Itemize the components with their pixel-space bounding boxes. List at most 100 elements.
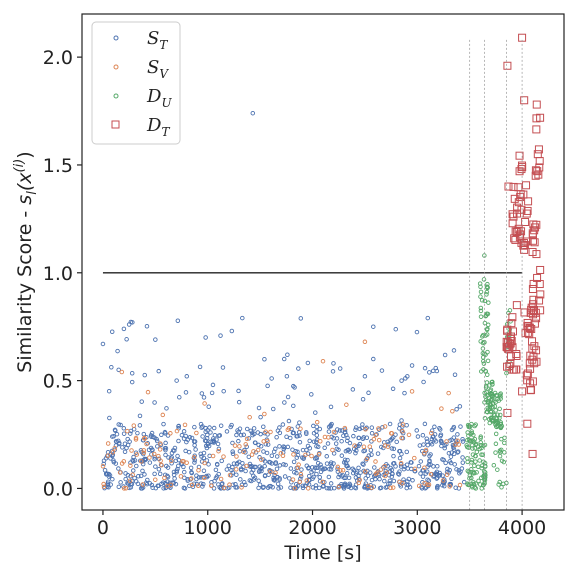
series-s-v-point — [298, 426, 303, 431]
series-d-t-point — [523, 376, 532, 385]
series-s-t-point — [220, 365, 226, 370]
series-d-u-point — [489, 394, 495, 399]
series-s-v-point — [121, 486, 127, 491]
x-tick-label: 4000 — [498, 517, 546, 539]
series-s-t-point — [416, 463, 422, 469]
series-s-t-point — [121, 431, 127, 436]
series-s-v-point — [241, 449, 246, 455]
series-s-v-point — [244, 463, 249, 469]
series-s-t-point — [121, 326, 127, 332]
series-d-t-point — [531, 308, 540, 317]
series-s-t-point — [274, 466, 280, 472]
series-s-t-point — [314, 471, 319, 477]
series-s-t-point — [295, 483, 301, 488]
series-s-t-point — [328, 467, 334, 472]
series-d-u-point — [484, 372, 490, 378]
series-d-u-point — [491, 418, 496, 423]
series-s-t-point — [365, 473, 371, 479]
series-s-t-point — [434, 368, 440, 374]
series-d-u-point — [478, 305, 484, 311]
series-s-t-point — [451, 451, 457, 457]
series-d-t-point — [526, 386, 535, 395]
series-d-u-point — [499, 423, 505, 429]
series-s-t-point — [408, 460, 414, 465]
series-s-t-point — [139, 483, 145, 488]
series-s-t-point — [452, 372, 458, 378]
series-s-t-point — [307, 438, 312, 444]
series-s-v-point — [378, 467, 384, 472]
series-s-t-point — [152, 400, 157, 405]
series-s-t-point — [369, 477, 375, 483]
series-s-t-point — [328, 462, 333, 467]
series-s-v-point — [129, 448, 134, 453]
series-s-t-point — [258, 414, 263, 420]
series-d-t-point — [532, 220, 541, 229]
series-d-t-point — [533, 150, 542, 159]
series-d-u-point — [477, 458, 482, 463]
series-d-u-point — [484, 380, 490, 385]
series-d-t-point — [503, 326, 512, 335]
series-s-t-point — [192, 443, 197, 448]
series-d-t-point — [535, 296, 544, 305]
series-s-t-point — [277, 463, 283, 468]
series-s-v-point — [426, 482, 432, 487]
series-s-t-point — [140, 468, 145, 474]
series-s-t-point — [265, 383, 270, 389]
series-s-v-point — [202, 401, 207, 406]
series-s-t-point — [110, 476, 115, 482]
series-s-t-point — [126, 322, 132, 327]
series-d-t-point — [508, 313, 517, 322]
series-s-t-point — [176, 463, 181, 469]
series-s-t-point — [251, 473, 256, 479]
series-s-t-point — [353, 425, 359, 430]
series-s-t-point — [237, 448, 243, 454]
series-s-t-point — [165, 433, 171, 438]
series-s-t-point — [184, 374, 190, 379]
series-s-v-point — [141, 450, 147, 456]
series-s-t-point — [161, 421, 166, 427]
series-s-t-point — [206, 462, 211, 467]
series-s-t-point — [224, 467, 230, 472]
series-d-u-point — [466, 433, 471, 438]
series-s-t-point — [460, 455, 465, 460]
series-s-t-point — [397, 448, 403, 454]
series-d-t-point — [503, 61, 512, 70]
series-s-t-point — [322, 445, 327, 451]
series-d-t-point — [529, 305, 538, 314]
series-s-t-point — [165, 465, 171, 470]
series-s-t-point — [326, 474, 332, 480]
series-s-v-point — [364, 456, 370, 462]
series-s-t-point — [299, 467, 304, 472]
series-s-v-point — [189, 476, 194, 481]
series-s-t-point — [383, 485, 389, 490]
series-s-t-point — [350, 387, 356, 392]
series-s-t-point — [192, 439, 198, 444]
series-s-t-point — [382, 478, 387, 484]
series-s-t-point — [419, 486, 425, 491]
series-s-v-point — [133, 435, 139, 441]
series-s-t-point — [186, 449, 192, 455]
series-s-v-point — [221, 454, 226, 459]
series-d-u-point — [485, 393, 490, 398]
series-s-t-point — [274, 434, 279, 440]
series-s-t-point — [182, 486, 188, 491]
y-axis-label-l: l — [25, 191, 40, 195]
series-s-v-point — [184, 460, 189, 466]
series-s-t-point — [449, 427, 455, 433]
series-s-t-point — [312, 465, 318, 470]
series-s-t-point — [314, 424, 320, 430]
series-s-t-point — [192, 457, 198, 463]
series-s-t-point — [206, 473, 211, 478]
series-s-t-point — [391, 478, 397, 484]
series-s-t-point — [460, 439, 466, 444]
series-s-v-point — [382, 424, 388, 429]
series-d-t-point — [535, 280, 544, 289]
series-s-v-point — [169, 458, 174, 464]
series-s-t-point — [113, 439, 119, 444]
series-s-v-point — [128, 463, 133, 468]
series-s-v-point — [227, 482, 232, 487]
series-s-t-point — [369, 425, 375, 430]
series-s-t-point — [204, 458, 210, 463]
series-s-t-point — [336, 474, 341, 480]
series-s-t-point — [288, 435, 293, 441]
